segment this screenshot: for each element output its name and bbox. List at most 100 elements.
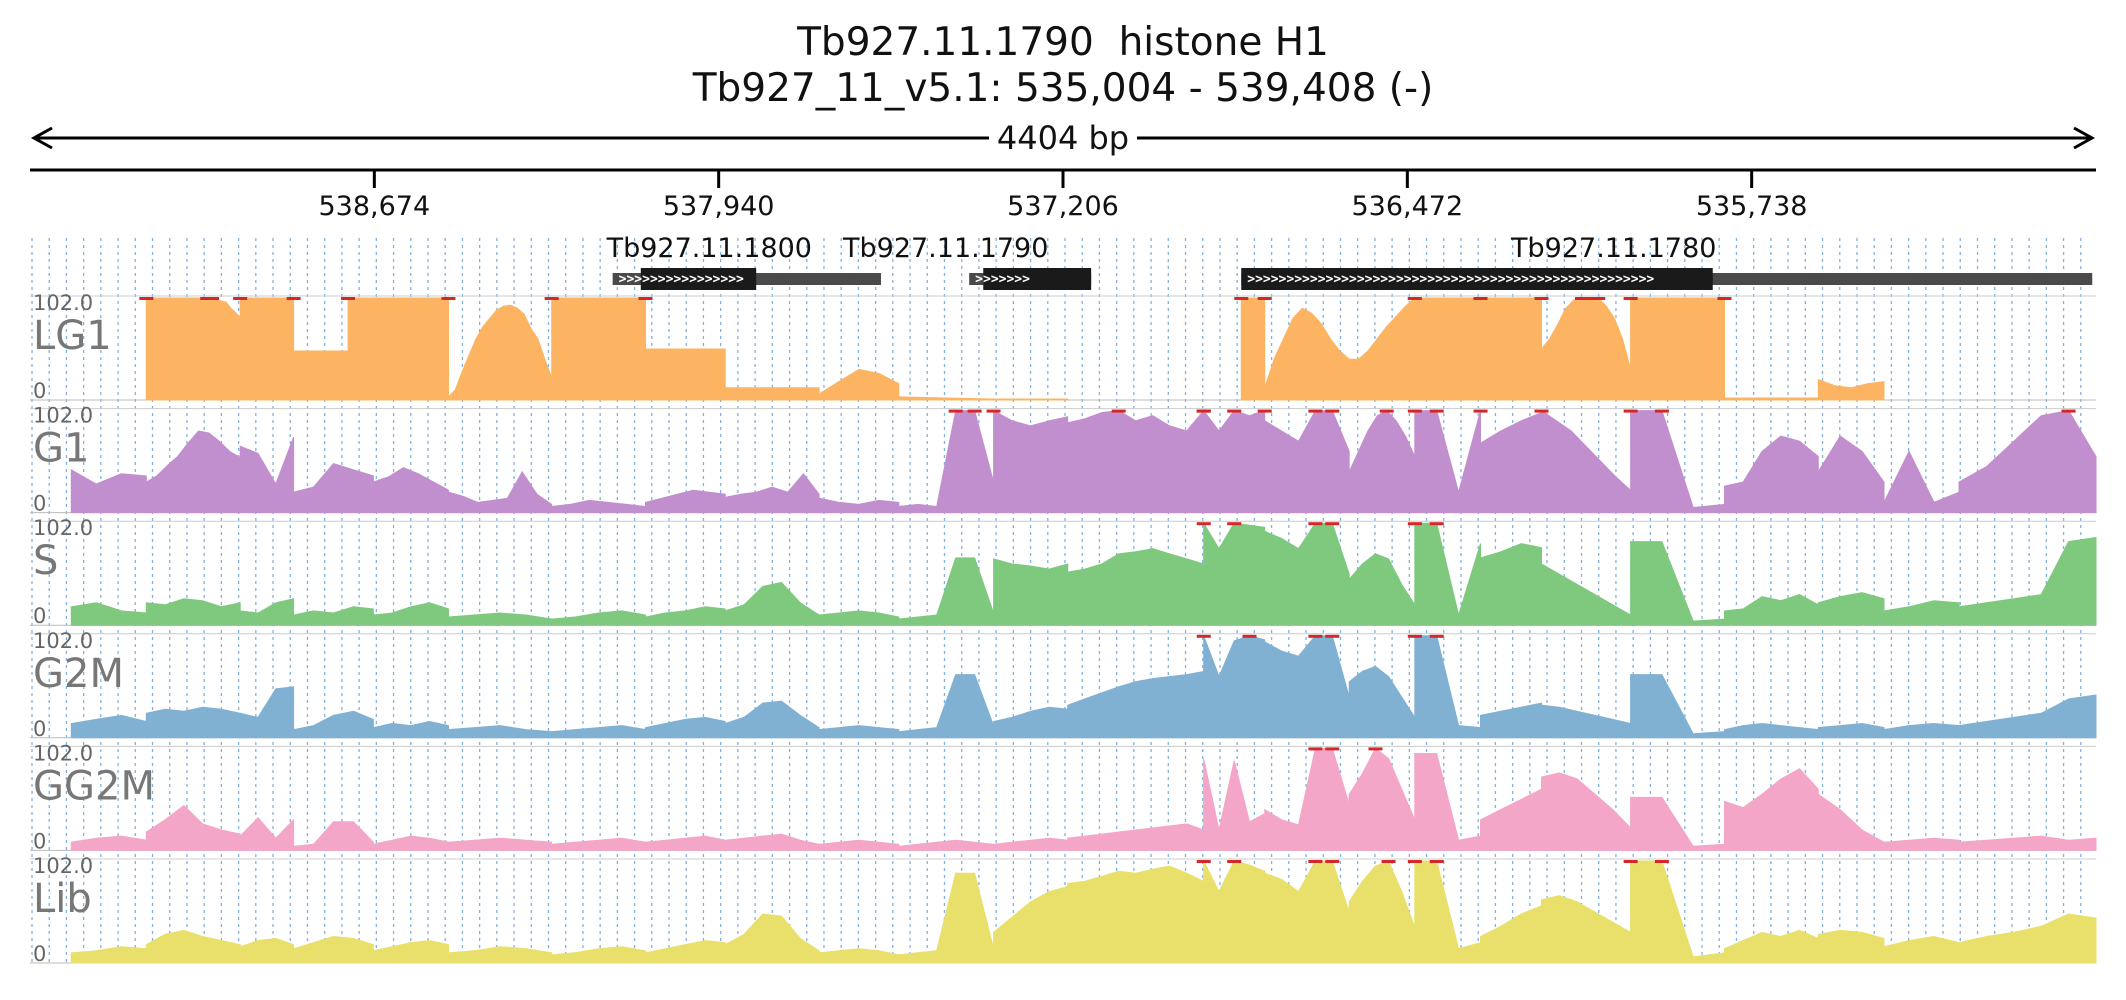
- clip-marker: [638, 297, 653, 300]
- coverage-area: [645, 606, 726, 626]
- gene-cds-block: [983, 268, 1092, 290]
- coverage-area: [1817, 722, 1885, 739]
- coverage-area: [1203, 635, 1266, 739]
- coverage-area: [1958, 913, 2097, 964]
- strand-chevrons: >>>>>>>: [975, 272, 1030, 287]
- coverage-area: [145, 804, 241, 851]
- track-label: LG1: [33, 313, 112, 359]
- coverage-area: [551, 297, 646, 401]
- coverage-area: [724, 700, 820, 739]
- clip-marker: [1407, 409, 1422, 413]
- span-arrow-left-head: [30, 126, 53, 150]
- coverage-area: [1480, 702, 1542, 739]
- coverage-area: [1958, 536, 2097, 626]
- coverage-area: [551, 610, 646, 626]
- clip-marker: [441, 297, 456, 300]
- clip-marker: [1242, 634, 1257, 638]
- clip-marker: [1407, 522, 1422, 526]
- coverage-area: [1883, 837, 1960, 851]
- coverage-area: [551, 946, 646, 964]
- clip-marker: [1429, 522, 1444, 526]
- clip-marker: [1325, 522, 1340, 526]
- clip-marker: [1196, 634, 1211, 638]
- ruler-tick-label: 537,940: [663, 191, 775, 222]
- coverage-area: [1480, 905, 1542, 964]
- clip-marker: [1257, 297, 1272, 300]
- clip-marker: [1473, 297, 1488, 300]
- ruler-tick-label: 538,674: [319, 191, 431, 222]
- gene-cds-block: [640, 268, 757, 290]
- coverage-area: [293, 710, 374, 739]
- coverage-area: [239, 436, 295, 514]
- clip-marker: [1325, 634, 1340, 638]
- clip-marker: [1429, 409, 1444, 413]
- coverage-area: [1264, 860, 1350, 964]
- clip-marker: [1473, 409, 1488, 413]
- clip-marker: [1717, 297, 1732, 300]
- coverage-area: [1264, 747, 1350, 851]
- coverage-area: [1883, 722, 1960, 739]
- coverage-area: [993, 837, 1069, 851]
- coverage-area: [1067, 670, 1205, 739]
- coverage-area: [70, 946, 147, 964]
- coverage-area: [1348, 747, 1416, 851]
- track-label: G2M: [33, 651, 124, 697]
- clip-marker: [139, 297, 154, 300]
- coverage-area: [70, 714, 147, 739]
- gene-title: Tb927.11.1790 histone H1: [797, 20, 1329, 65]
- coverage-area: [293, 463, 374, 514]
- coverage-area: [551, 499, 646, 514]
- coverage-area: [448, 304, 553, 401]
- clip-marker: [1623, 297, 1638, 300]
- coverage-area: [206, 297, 241, 401]
- coverage-area: [1480, 297, 1542, 401]
- track-label: G1: [33, 426, 89, 472]
- clip-marker: [341, 297, 356, 300]
- coverage-area: [1541, 297, 1632, 401]
- clip-marker: [1308, 747, 1323, 751]
- coverage-area: [145, 430, 241, 514]
- coverage-area: [1348, 409, 1416, 514]
- coverage-area: [1958, 694, 2097, 739]
- coverage-area: [1817, 592, 1885, 626]
- coverage-area: [645, 835, 726, 851]
- coverage-area: [1883, 935, 1960, 964]
- coverage-area: [1203, 521, 1266, 626]
- clip-marker: [205, 297, 220, 300]
- coverage-area: [1414, 753, 1481, 851]
- coverage-area: [1264, 296, 1416, 401]
- clip-marker: [1308, 634, 1323, 638]
- track-min-label: 0: [33, 829, 46, 853]
- coverage-area: [818, 839, 900, 851]
- clip-marker: [1381, 860, 1396, 863]
- coverage-area: [1348, 553, 1416, 626]
- clip-marker: [1227, 409, 1242, 413]
- clip-marker: [286, 297, 301, 300]
- clip-marker: [1196, 860, 1211, 863]
- clip-marker: [1257, 409, 1272, 413]
- gene-label: Tb927.11.1790: [842, 233, 1048, 264]
- coverage-area: [724, 913, 820, 964]
- clip-marker: [1111, 409, 1126, 413]
- coverage-area: [1264, 635, 1350, 739]
- coverage-area: [724, 581, 820, 626]
- coverage-area: [1630, 796, 1725, 851]
- coverage-area: [1240, 297, 1266, 401]
- coverage-area: [372, 602, 449, 626]
- coverage-area: [145, 598, 241, 626]
- coverage-area: [1724, 929, 1819, 964]
- coverage-area: [551, 725, 646, 739]
- coverage-area: [347, 297, 449, 401]
- coverage-area: [293, 821, 374, 851]
- strand-chevrons: >>>>>>>>>>>>>>>>>>>>>>>>>>>>>>>>>>>>>>>>…: [1247, 272, 1654, 287]
- coverage-area: [1480, 411, 1542, 514]
- clip-marker: [1196, 409, 1211, 413]
- coverage-area: [1480, 788, 1542, 851]
- coverage-area: [1541, 563, 1632, 626]
- coverage-area: [1348, 665, 1416, 739]
- coverage-area: [1817, 435, 1885, 514]
- coverage-area: [1630, 541, 1725, 626]
- coverage-area: [239, 937, 295, 964]
